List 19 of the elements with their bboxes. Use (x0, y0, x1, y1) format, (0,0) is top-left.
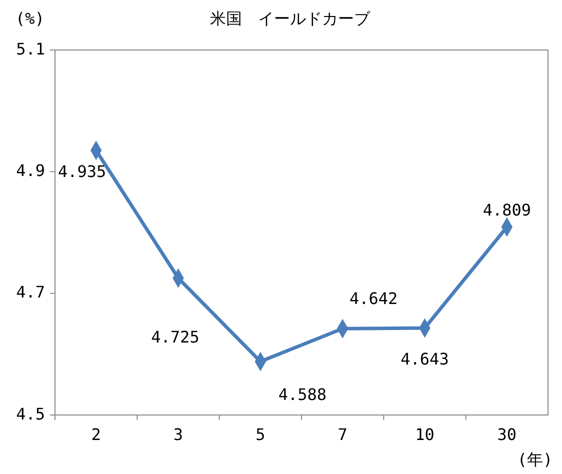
y-tick-label: 5.1 (16, 39, 45, 58)
data-label: 4.642 (349, 288, 398, 308)
x-tick-label: 30 (497, 425, 517, 444)
data-label: 4.935 (58, 162, 106, 181)
x-tick-label: 2 (91, 425, 101, 444)
x-tick-label: 3 (173, 425, 184, 444)
y-tick-label: 4.7 (16, 282, 45, 302)
y-tick-label: 4.5 (16, 404, 45, 424)
y-axis-title: (%) (16, 9, 44, 28)
y-tick-label: 4.9 (16, 161, 45, 180)
chart-title: 米国 イールドカーブ (210, 9, 371, 28)
x-axis-title: (年) (517, 450, 553, 469)
data-label: 4.809 (482, 200, 532, 220)
data-label: 4.588 (278, 384, 327, 404)
x-tick-label: 10 (415, 425, 434, 444)
data-label: 4.725 (151, 328, 200, 346)
x-tick-label: 5 (256, 425, 266, 444)
x-tick-label: 7 (338, 425, 348, 444)
data-label: 4.643 (400, 349, 449, 368)
